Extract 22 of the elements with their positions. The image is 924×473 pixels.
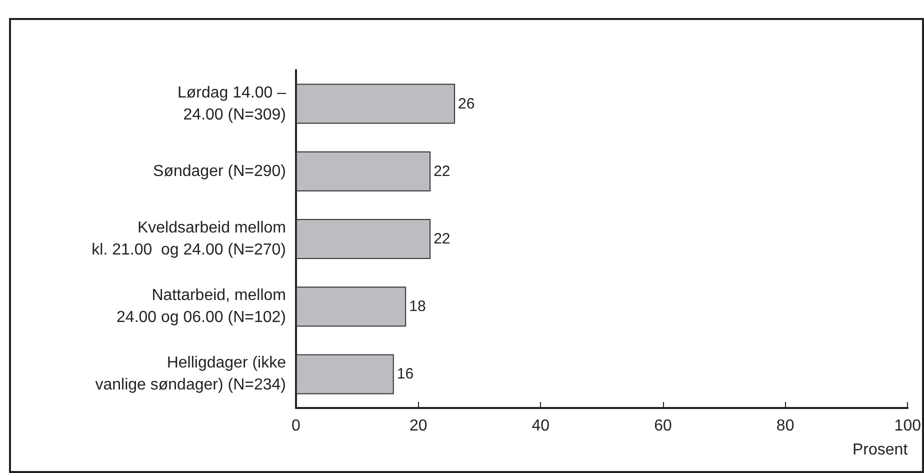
x-tick-label: 60	[654, 418, 672, 434]
x-tick-label: 80	[776, 418, 794, 434]
bar	[296, 151, 431, 192]
y-tick-label: Søndager (N=290)	[153, 162, 286, 180]
y-tick-label: Helligdager (ikke vanlige søndager) (N=234)	[95, 354, 286, 394]
x-tick-label: 40	[532, 418, 550, 434]
bar	[296, 354, 394, 394]
y-tick-label: Nattarbeid, mellom 24.00 og 06.00 (N=102)	[116, 287, 286, 326]
x-tick-label: 100	[894, 418, 922, 434]
data-label: 18	[409, 298, 426, 316]
bar	[296, 84, 456, 124]
y-tick-label: Lørdag 14.00 – 24.00 (N=309)	[177, 84, 286, 124]
y-tick-label: Kveldsarbeid mellom kl. 21.00 og 24.00 (N=270)	[92, 220, 286, 258]
bar	[296, 219, 431, 259]
data-label: 22	[434, 162, 450, 180]
data-label: 22	[434, 230, 450, 248]
data-label: 16	[396, 366, 414, 383]
data-label: 26	[458, 95, 475, 112]
bar	[296, 286, 406, 327]
x-axis-title: Prosent	[852, 442, 908, 458]
x-tick-label: 20	[409, 418, 428, 434]
x-tick-label: 0	[292, 418, 301, 434]
